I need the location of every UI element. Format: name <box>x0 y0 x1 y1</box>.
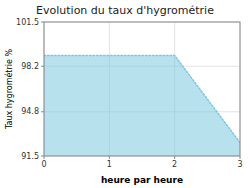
x-tick <box>240 156 241 159</box>
x-tick <box>109 156 110 159</box>
x-tick <box>174 156 175 159</box>
y-tick <box>41 22 44 23</box>
x-tick-label: 0 <box>41 160 46 169</box>
x-tick <box>44 156 45 159</box>
line <box>44 56 240 143</box>
grid <box>44 22 240 156</box>
chart-title: Evolution du taux d'hygrométrie <box>36 4 214 17</box>
chart-svg: 91.5 94.8 98.2 101.5 0 1 2 3 heure par heure Taux… <box>0 0 250 188</box>
axes: 91.5 94.8 98.2 101.5 0 1 2 3 <box>16 18 242 170</box>
y-tick-label: 101.5 <box>16 18 39 27</box>
plot-area <box>44 56 240 157</box>
area-fill <box>44 56 240 157</box>
y-axis-label: Taux hygrométrie % <box>4 49 14 131</box>
y-tick-label: 98.2 <box>21 62 39 71</box>
y-tick <box>41 66 44 67</box>
x-axis-label: heure par heure <box>101 175 183 185</box>
y-tick <box>41 111 44 112</box>
x-tick-label: 1 <box>107 160 112 169</box>
plot-frame <box>44 22 240 156</box>
y-tick-label: 91.5 <box>21 152 39 161</box>
x-tick-label: 3 <box>237 160 242 169</box>
y-tick-label: 94.8 <box>21 107 39 116</box>
chart-container: 91.5 94.8 98.2 101.5 0 1 2 3 heure par heure Taux… <box>0 0 250 188</box>
x-tick-label: 2 <box>172 160 177 169</box>
